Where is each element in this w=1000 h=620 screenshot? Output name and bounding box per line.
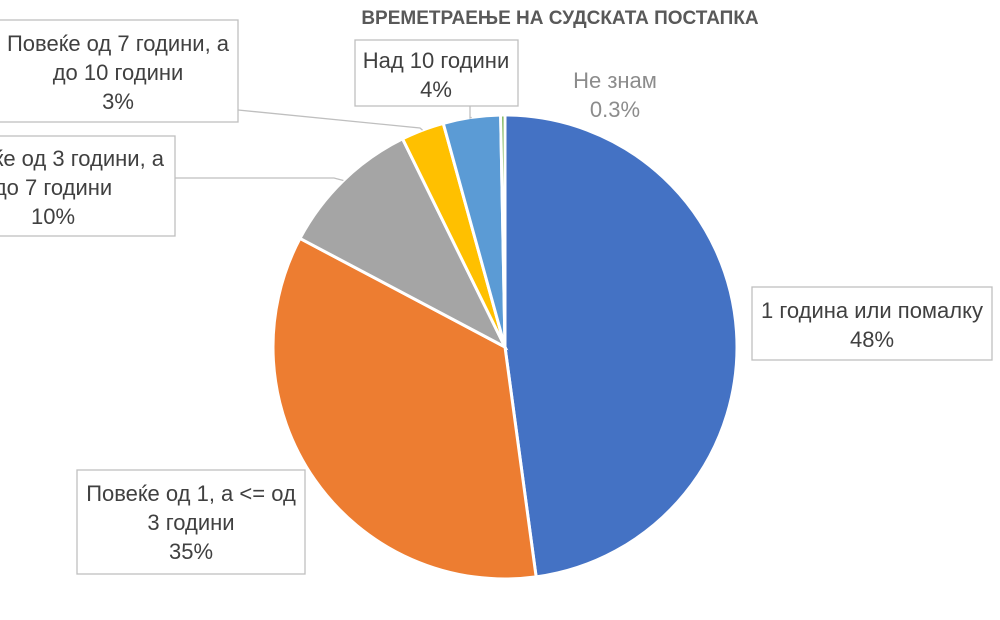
data-label-value: 35% [169,539,213,564]
callout-box [0,135,176,237]
callout-5: Над 10 години 4% [354,39,519,119]
data-label-category: Повеќе од 3 години, а [0,146,165,171]
pie-callouts: 1 година или помалку 48% Повеќе од 1, а <=… [0,19,993,575]
pie-slice-1 [503,113,739,579]
data-label-value: 10% [31,204,75,229]
data-label-category: 1 година или помалку [761,298,983,323]
data-label-value: 0.3% [590,97,640,122]
leader-line [175,177,344,182]
data-label-value: 4% [420,77,452,102]
data-label-category: до 7 години [0,175,112,200]
callout-box [0,19,239,123]
callout-4: Повеќе од 7 години, а до 10 години 3% [0,19,423,131]
callout-box [354,39,519,107]
data-label-category: Над 10 години [363,48,510,73]
data-label-value: 3% [102,89,134,114]
data-label-value: 48% [850,327,894,352]
pie-slices [271,113,739,581]
callout-box [751,286,993,361]
pie-slice-3 [297,136,509,351]
leader-line [469,106,472,119]
data-label-category: до 10 години [53,60,184,85]
data-label-category: Повеќе од 1, а <= од [86,481,296,506]
callout-box [76,469,306,575]
data-label-category: Не знам [573,68,657,93]
callout-3: Повеќе од 3 години, а до 7 години 10% [0,135,344,237]
pie-slice-2 [271,236,538,581]
data-label-category: 3 години [147,510,234,535]
callout-1: 1 година или помалку 48% [751,286,993,361]
pie-slice-6 [499,113,507,348]
chart-title: ВРЕМЕТРАЕЊЕ НА СУДСКАТА ПОСТАПКА [361,8,759,29]
callout-6: Не знам 0.3% [573,68,657,122]
callout-2: Повеќе од 1, а <= од 3 години 35% [76,469,306,575]
data-label-category: Повеќе од 7 години, а [7,31,230,56]
leader-line [237,109,423,131]
